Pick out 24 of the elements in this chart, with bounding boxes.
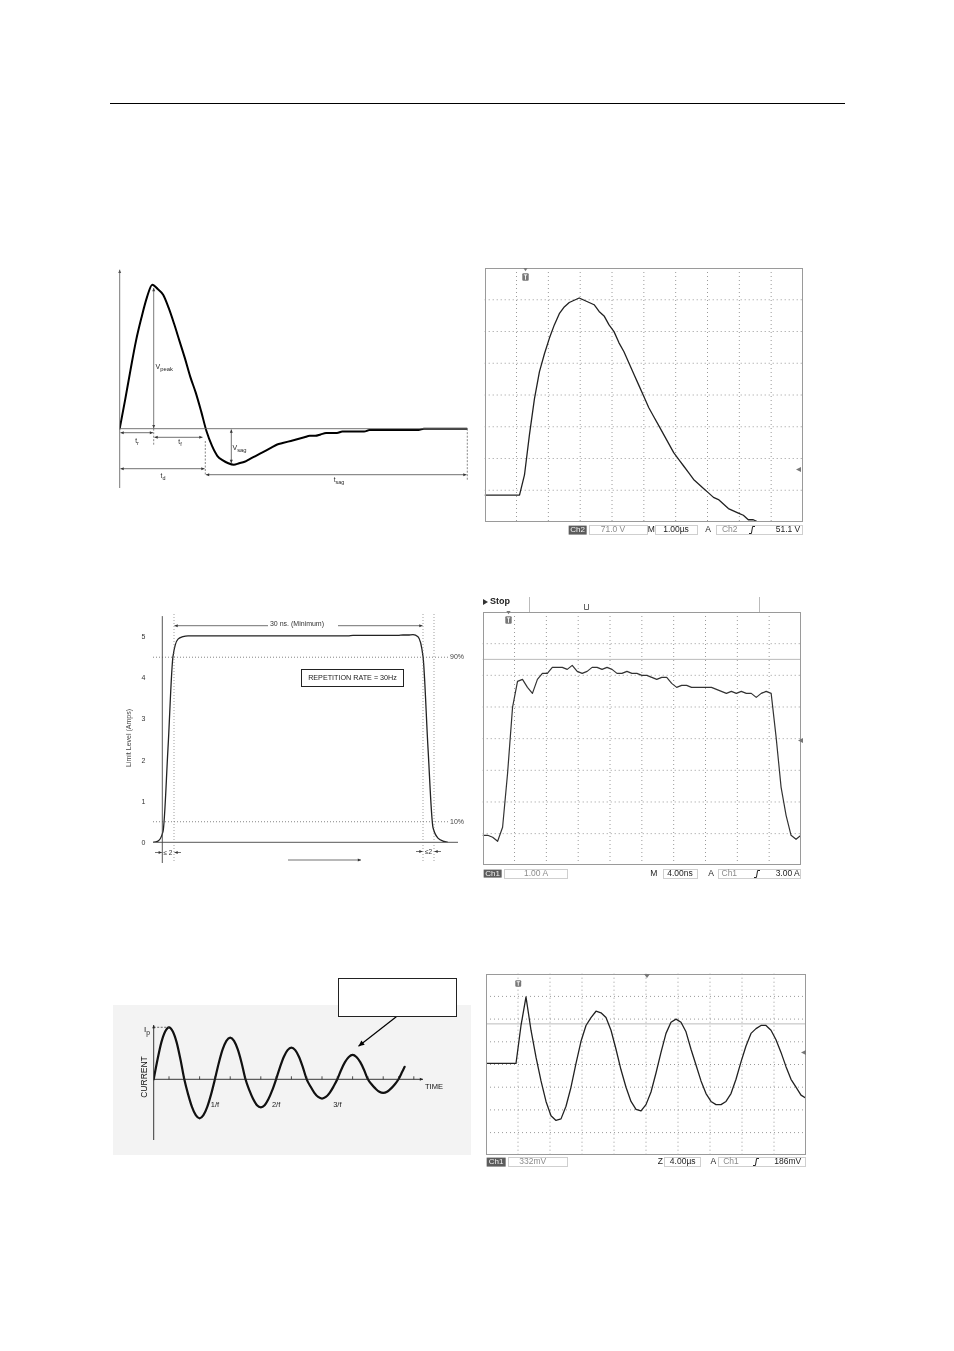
text: M	[647, 524, 655, 535]
text: A	[708, 868, 714, 879]
text: Ch2	[568, 524, 588, 535]
text: Ch1	[723, 1156, 739, 1167]
text: Ch1	[486, 1156, 506, 1167]
text: Z	[657, 1156, 663, 1167]
text: 51.1 V	[775, 524, 801, 535]
text: Ch2	[721, 524, 738, 535]
text: 332mV	[519, 1156, 547, 1167]
text: A	[705, 524, 711, 535]
text: 3.00 A	[775, 868, 800, 879]
text: Ch1	[721, 868, 738, 879]
text: Stop	[490, 595, 510, 607]
text: 71.0 V	[600, 524, 626, 535]
text: 1.00µs	[663, 524, 689, 535]
text: M	[650, 868, 658, 879]
text: Ch1	[483, 868, 503, 879]
text: 4.00ns	[667, 868, 693, 879]
y-axis-title: CURRENT	[139, 1056, 150, 1098]
annotation: I$_{p}$	[144, 1025, 150, 1037]
text: 1.00 A	[523, 868, 549, 879]
text: A	[710, 1156, 717, 1167]
text: 4.00µs	[669, 1156, 696, 1167]
text: 186mV	[774, 1156, 802, 1167]
